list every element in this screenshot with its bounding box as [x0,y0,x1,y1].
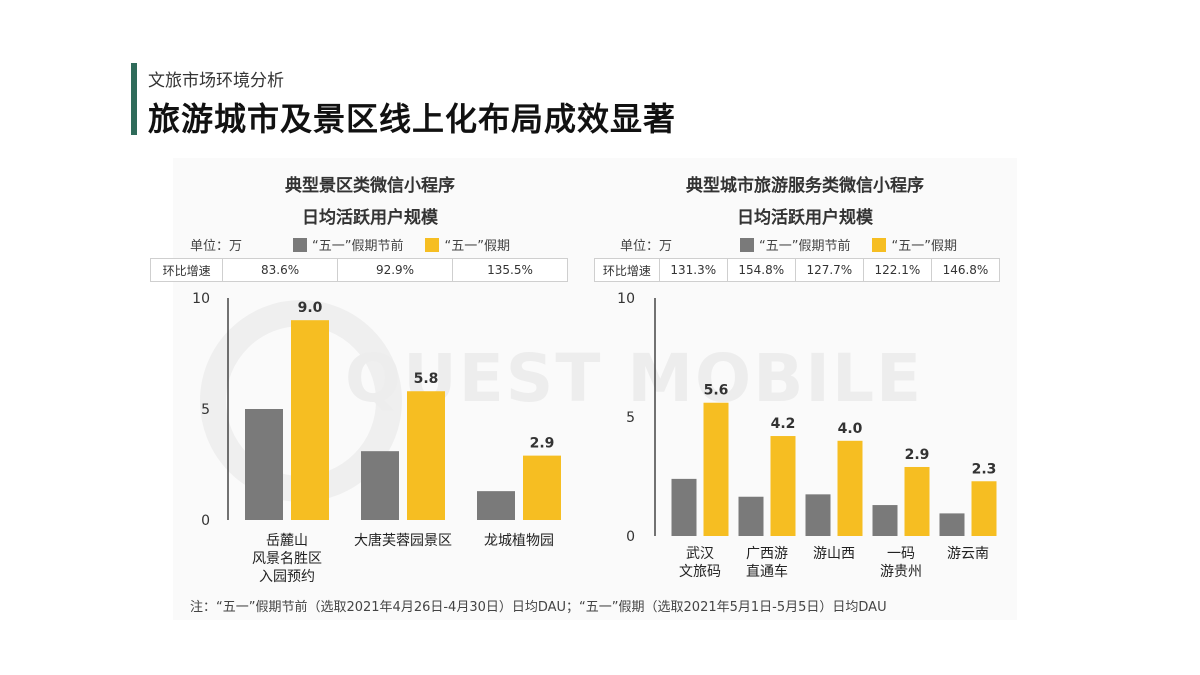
y-tick-label: 0 [201,513,210,529]
growth-cell: 146.8% [930,258,1001,282]
x-category-label: 直通车 [746,563,788,580]
x-category-label: 大唐芙蓉园景区 [354,532,452,549]
bar-value-label: 2.9 [530,436,555,452]
bar-value-label: 2.9 [905,447,930,463]
pre-holiday-swatch [740,237,754,252]
x-category-label: 游山西 [813,546,855,562]
bar-pre-holiday [872,505,898,536]
bar-value-label: 5.6 [704,383,729,399]
legend-holiday: “五一”假期 [872,235,957,254]
holiday-swatch [425,237,440,252]
x-category-label: 广西游 [746,546,788,562]
right-chart-title-line2: 日均活跃用户规模 [737,208,873,228]
bar-pre-holiday [939,513,965,536]
legend-holiday: “五一”假期 [425,235,510,254]
y-tick-label: 5 [201,402,210,418]
left-legend: “五一”假期节前 “五一”假期 [293,235,510,254]
bar-value-label: 9.0 [298,300,323,316]
x-category-label: 风景名胜区 [252,551,322,567]
x-category-label: 文旅码 [679,564,721,580]
legend-holiday-label: “五一”假期 [891,239,957,254]
x-category-label: 游云南 [947,546,989,562]
bar-holiday [291,320,329,520]
y-tick-label: 10 [617,291,635,307]
left-growth-row: 环比增速 83.6% 92.9% 135.5% [149,258,569,282]
growth-cell: 154.8% [726,258,796,282]
left-chart-title-line1: 典型景区类微信小程序 [285,176,455,196]
bar-pre-holiday [805,494,831,536]
right-unit-label: 单位：万 [620,239,673,254]
bar-holiday [407,391,445,520]
pre-holiday-swatch [293,237,307,252]
bar-holiday [770,436,796,536]
growth-cell: 135.5% [451,258,569,282]
y-tick-label: 10 [192,291,210,307]
footnote: 注：“五一”假期节前（选取2021年4月26日-4月30日）日均DAU；“五一”… [190,600,887,615]
right-legend: “五一”假期节前 “五一”假期 [740,235,957,254]
y-tick-label: 0 [626,529,635,545]
legend-holiday-label: “五一”假期 [444,239,510,254]
right-chart-title-line1: 典型城市旅游服务类微信小程序 [686,176,924,196]
growth-cell: 122.1% [862,258,932,282]
x-category-label: 入园预约 [259,569,315,585]
bar-pre-holiday [671,478,697,536]
x-category-label: 龙城植物园 [484,533,554,549]
bar-holiday [971,481,997,536]
growth-label: 环比增速 [149,258,224,282]
bar-value-label: 4.0 [838,421,863,437]
legend-pre-label: “五一”假期节前 [312,239,404,254]
bar-pre-holiday [738,496,764,536]
left-chart-title-line2: 日均活跃用户规模 [302,208,438,228]
right-growth-row: 环比增速 131.3% 154.8% 127.7% 122.1% 146.8% [594,258,1001,282]
left-unit-label: 单位：万 [190,239,243,254]
left-chart-title: 典型景区类微信小程序 日均活跃用户规模 [185,170,555,234]
legend-pre-holiday: “五一”假期节前 [293,235,403,254]
section-subtitle: 文旅市场环境分析 [148,71,284,91]
bar-pre-holiday [361,451,399,520]
bar-holiday [523,455,561,520]
x-category-label: 岳麓山 [266,533,308,549]
growth-cell: 92.9% [337,258,453,282]
y-tick-label: 5 [626,410,635,426]
bar-value-label: 2.3 [972,461,997,477]
bar-value-label: 5.8 [414,371,439,387]
bar-pre-holiday [477,491,515,520]
page-title: 旅游城市及景区线上化布局成效显著 [148,100,677,138]
holiday-swatch [872,237,887,252]
x-category-label: 一码 [887,546,915,562]
bar-holiday [904,466,930,536]
x-category-label: 武汉 [686,546,714,562]
accent-bar [131,63,137,135]
x-category-label: 游贵州 [880,564,922,580]
legend-pre-holiday: “五一”假期节前 [740,235,850,254]
bar-holiday [703,402,729,536]
left-growth-table: 环比增速 83.6% 92.9% 135.5% [149,258,569,282]
right-growth-table: 环比增速 131.3% 154.8% 127.7% 122.1% 146.8% [594,258,1001,282]
bar-holiday [837,440,863,536]
growth-cell: 131.3% [658,258,728,282]
right-chart-title: 典型城市旅游服务类微信小程序 日均活跃用户规模 [610,170,1000,234]
growth-cell: 83.6% [222,258,339,282]
bar-value-label: 4.2 [771,416,796,432]
legend-pre-label: “五一”假期节前 [759,239,851,254]
bar-pre-holiday [245,409,283,520]
